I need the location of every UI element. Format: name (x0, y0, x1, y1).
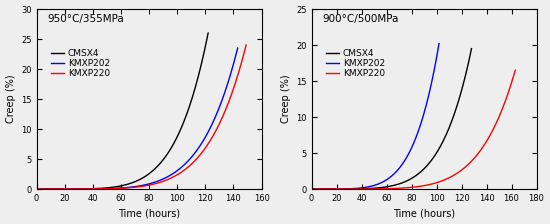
Line: KMXP220: KMXP220 (37, 45, 246, 189)
CMSX4 (101, 187, 108, 190)
KMXP220 (389, 187, 395, 190)
X-axis label: Time (hours): Time (hours) (393, 209, 455, 218)
Text: 900°C/500MPa: 900°C/500MPa (323, 15, 399, 24)
Y-axis label: Creep (%): Creep (%) (280, 75, 290, 123)
KMXP202 (359, 187, 365, 189)
KMXP220 (34, 188, 40, 190)
KMXP202 (400, 161, 407, 164)
CMSX4 (372, 187, 378, 190)
KMXP220 (185, 165, 192, 168)
CMSX4 (308, 188, 315, 190)
KMXP202 (234, 47, 241, 50)
KMXP202 (113, 187, 119, 190)
KMXP220 (184, 166, 191, 169)
KMXP220 (243, 44, 249, 46)
KMXP220 (333, 188, 339, 190)
KMXP202 (350, 187, 356, 190)
KMXP202 (388, 175, 395, 177)
Line: CMSX4: CMSX4 (37, 33, 208, 189)
CMSX4 (34, 188, 40, 190)
CMSX4 (327, 188, 334, 190)
KMXP202 (34, 188, 40, 190)
Legend: CMSX4, KMXP202, KMXP220: CMSX4, KMXP202, KMXP220 (323, 46, 388, 81)
KMXP202 (179, 165, 186, 168)
KMXP202 (99, 187, 106, 190)
KMXP220 (456, 170, 463, 173)
KMXP202 (401, 160, 408, 163)
CMSX4 (409, 177, 415, 179)
KMXP220 (102, 187, 108, 190)
Line: KMXP220: KMXP220 (311, 70, 515, 189)
CMSX4 (360, 187, 367, 190)
CMSX4 (89, 187, 96, 190)
CMSX4 (157, 162, 164, 164)
Text: 950°C/355MPa: 950°C/355MPa (48, 15, 125, 24)
CMSX4 (424, 164, 430, 167)
Line: KMXP202: KMXP202 (37, 48, 238, 189)
CMSX4 (54, 188, 60, 190)
KMXP220 (58, 188, 65, 190)
KMXP220 (375, 187, 381, 190)
KMXP202 (160, 178, 167, 180)
X-axis label: Time (hours): Time (hours) (118, 209, 180, 218)
KMXP220 (436, 180, 443, 183)
Legend: CMSX4, KMXP202, KMXP220: CMSX4, KMXP202, KMXP220 (48, 46, 113, 81)
Line: CMSX4: CMSX4 (311, 49, 471, 189)
KMXP220 (165, 178, 172, 181)
KMXP202 (58, 188, 64, 190)
KMXP202 (323, 188, 330, 190)
CMSX4 (141, 175, 148, 178)
CMSX4 (205, 32, 211, 34)
KMXP202 (436, 42, 442, 45)
KMXP220 (512, 69, 519, 72)
Y-axis label: Creep (%): Creep (%) (6, 75, 15, 123)
CMSX4 (425, 164, 431, 166)
KMXP220 (455, 171, 462, 174)
KMXP202 (308, 188, 315, 190)
CMSX4 (158, 161, 164, 163)
KMXP220 (116, 187, 123, 190)
Line: KMXP202: KMXP202 (311, 44, 439, 189)
KMXP202 (178, 166, 185, 168)
KMXP220 (308, 188, 315, 190)
CMSX4 (468, 47, 475, 50)
